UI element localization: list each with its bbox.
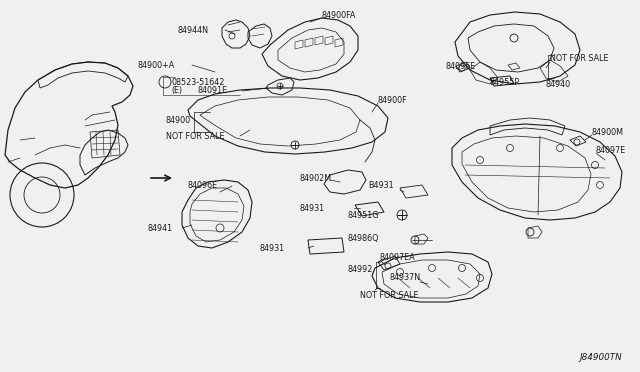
- Text: 84900FA: 84900FA: [322, 10, 356, 19]
- Text: 84900F: 84900F: [378, 96, 408, 105]
- Text: NOT FOR SALE: NOT FOR SALE: [360, 292, 419, 301]
- Text: 84900+A: 84900+A: [138, 61, 175, 70]
- Text: 84937N: 84937N: [390, 273, 421, 282]
- Text: 08523-51642: 08523-51642: [171, 77, 225, 87]
- Text: 84900M: 84900M: [592, 128, 624, 137]
- Text: B4931: B4931: [368, 180, 394, 189]
- Text: 84096E: 84096E: [188, 180, 218, 189]
- Text: J84900TN: J84900TN: [579, 353, 622, 362]
- Text: 84944N: 84944N: [178, 26, 209, 35]
- Text: 84096E: 84096E: [446, 61, 476, 71]
- Text: 84931: 84931: [260, 244, 285, 253]
- Text: 84097EA: 84097EA: [380, 253, 416, 262]
- Text: 84992: 84992: [348, 266, 373, 275]
- Text: 84951G: 84951G: [348, 211, 380, 219]
- Text: 84986Q: 84986Q: [348, 234, 380, 243]
- Text: NOT FOR SALE: NOT FOR SALE: [550, 54, 609, 62]
- Text: 84931: 84931: [300, 203, 325, 212]
- Text: 84955P: 84955P: [490, 77, 520, 87]
- Text: NOT FOR SALE: NOT FOR SALE: [166, 131, 225, 141]
- Text: 84097E: 84097E: [596, 145, 627, 154]
- Text: (E): (E): [171, 86, 182, 94]
- Text: 84940: 84940: [546, 80, 571, 89]
- Text: 84900: 84900: [166, 115, 191, 125]
- Text: 84091E: 84091E: [198, 86, 228, 94]
- Text: 84941: 84941: [148, 224, 173, 232]
- Text: 84902M: 84902M: [300, 173, 332, 183]
